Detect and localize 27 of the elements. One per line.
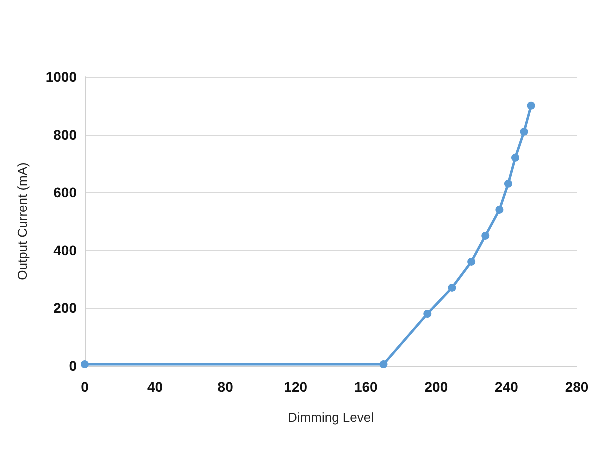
point [468, 258, 476, 266]
x-tick-label: 80 [218, 379, 234, 395]
point [504, 180, 512, 188]
y-tick-label: 0 [69, 358, 78, 374]
point [448, 284, 456, 292]
y-tick-label: 200 [54, 300, 78, 316]
point [81, 360, 89, 369]
point [380, 360, 388, 369]
y-tick-label: 400 [54, 242, 78, 258]
y-tick-label: 800 [54, 126, 78, 143]
point [512, 154, 520, 162]
point [527, 102, 536, 110]
x-tick-label: 200 [424, 379, 448, 395]
x-tick-label: 120 [284, 379, 308, 395]
x-axis-title: Dimming Level [288, 410, 374, 425]
x-tick-label: 160 [354, 379, 378, 395]
x-tick-label: 40 [147, 379, 164, 395]
y-tick-label: 600 [54, 184, 78, 201]
x-tick-label: 240 [495, 379, 519, 395]
y-axis-title: Output Current (mA) [15, 162, 30, 280]
point [520, 128, 528, 136]
x-tick-label: 0 [81, 379, 90, 395]
point [424, 310, 432, 318]
y-tick-label: 1000 [46, 69, 78, 85]
point [482, 232, 490, 240]
x-tick-label: 280 [565, 379, 589, 395]
point [496, 206, 504, 214]
